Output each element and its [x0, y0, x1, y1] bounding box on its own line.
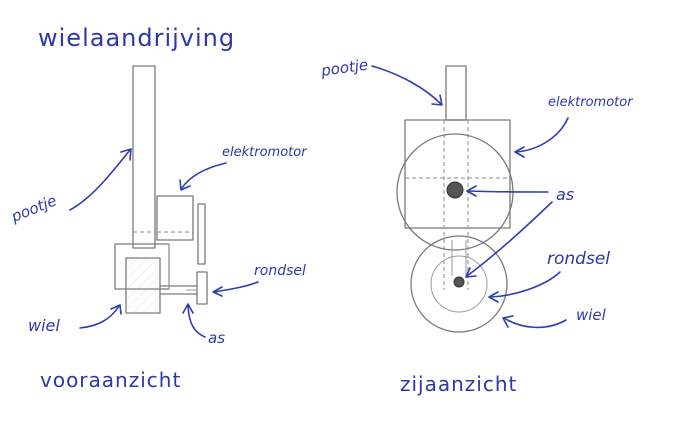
side-label-wiel: wiel: [576, 306, 607, 324]
side-view-caption: zijaanzicht: [400, 372, 517, 396]
side-label-as: as: [556, 185, 574, 204]
front-view-annotations: pootje elektromotor rondsel wiel as voor…: [8, 145, 308, 392]
front-view: [114, 65, 208, 314]
side-axle-motor: [446, 181, 464, 199]
front-pinion-plate: [197, 203, 206, 265]
side-pinion: [430, 255, 488, 313]
side-wheel: [410, 235, 508, 333]
front-label-rondsel: rondsel: [254, 263, 306, 279]
side-label-pootje: pootje: [319, 56, 369, 81]
front-label-as: as: [208, 329, 225, 347]
side-motor: [404, 119, 511, 229]
front-label-wiel: wiel: [28, 316, 60, 335]
front-pinion: [196, 271, 208, 305]
side-view-annotations: pootje elektromotor as rondsel wiel zija…: [319, 56, 634, 396]
diagram-title: wielaandrijving: [38, 24, 235, 52]
front-label-pootje: pootje: [8, 191, 59, 226]
front-view-caption: vooraanzicht: [40, 368, 181, 392]
side-axle-wheel: [453, 276, 465, 288]
side-label-elektromotor: elektromotor: [548, 95, 634, 110]
side-view: [396, 65, 514, 333]
side-label-rondsel: rondsel: [547, 249, 610, 269]
front-motor: [156, 195, 194, 241]
side-leg: [445, 65, 467, 121]
front-leg: [132, 65, 156, 249]
front-label-elektromotor: elektromotor: [222, 145, 308, 160]
